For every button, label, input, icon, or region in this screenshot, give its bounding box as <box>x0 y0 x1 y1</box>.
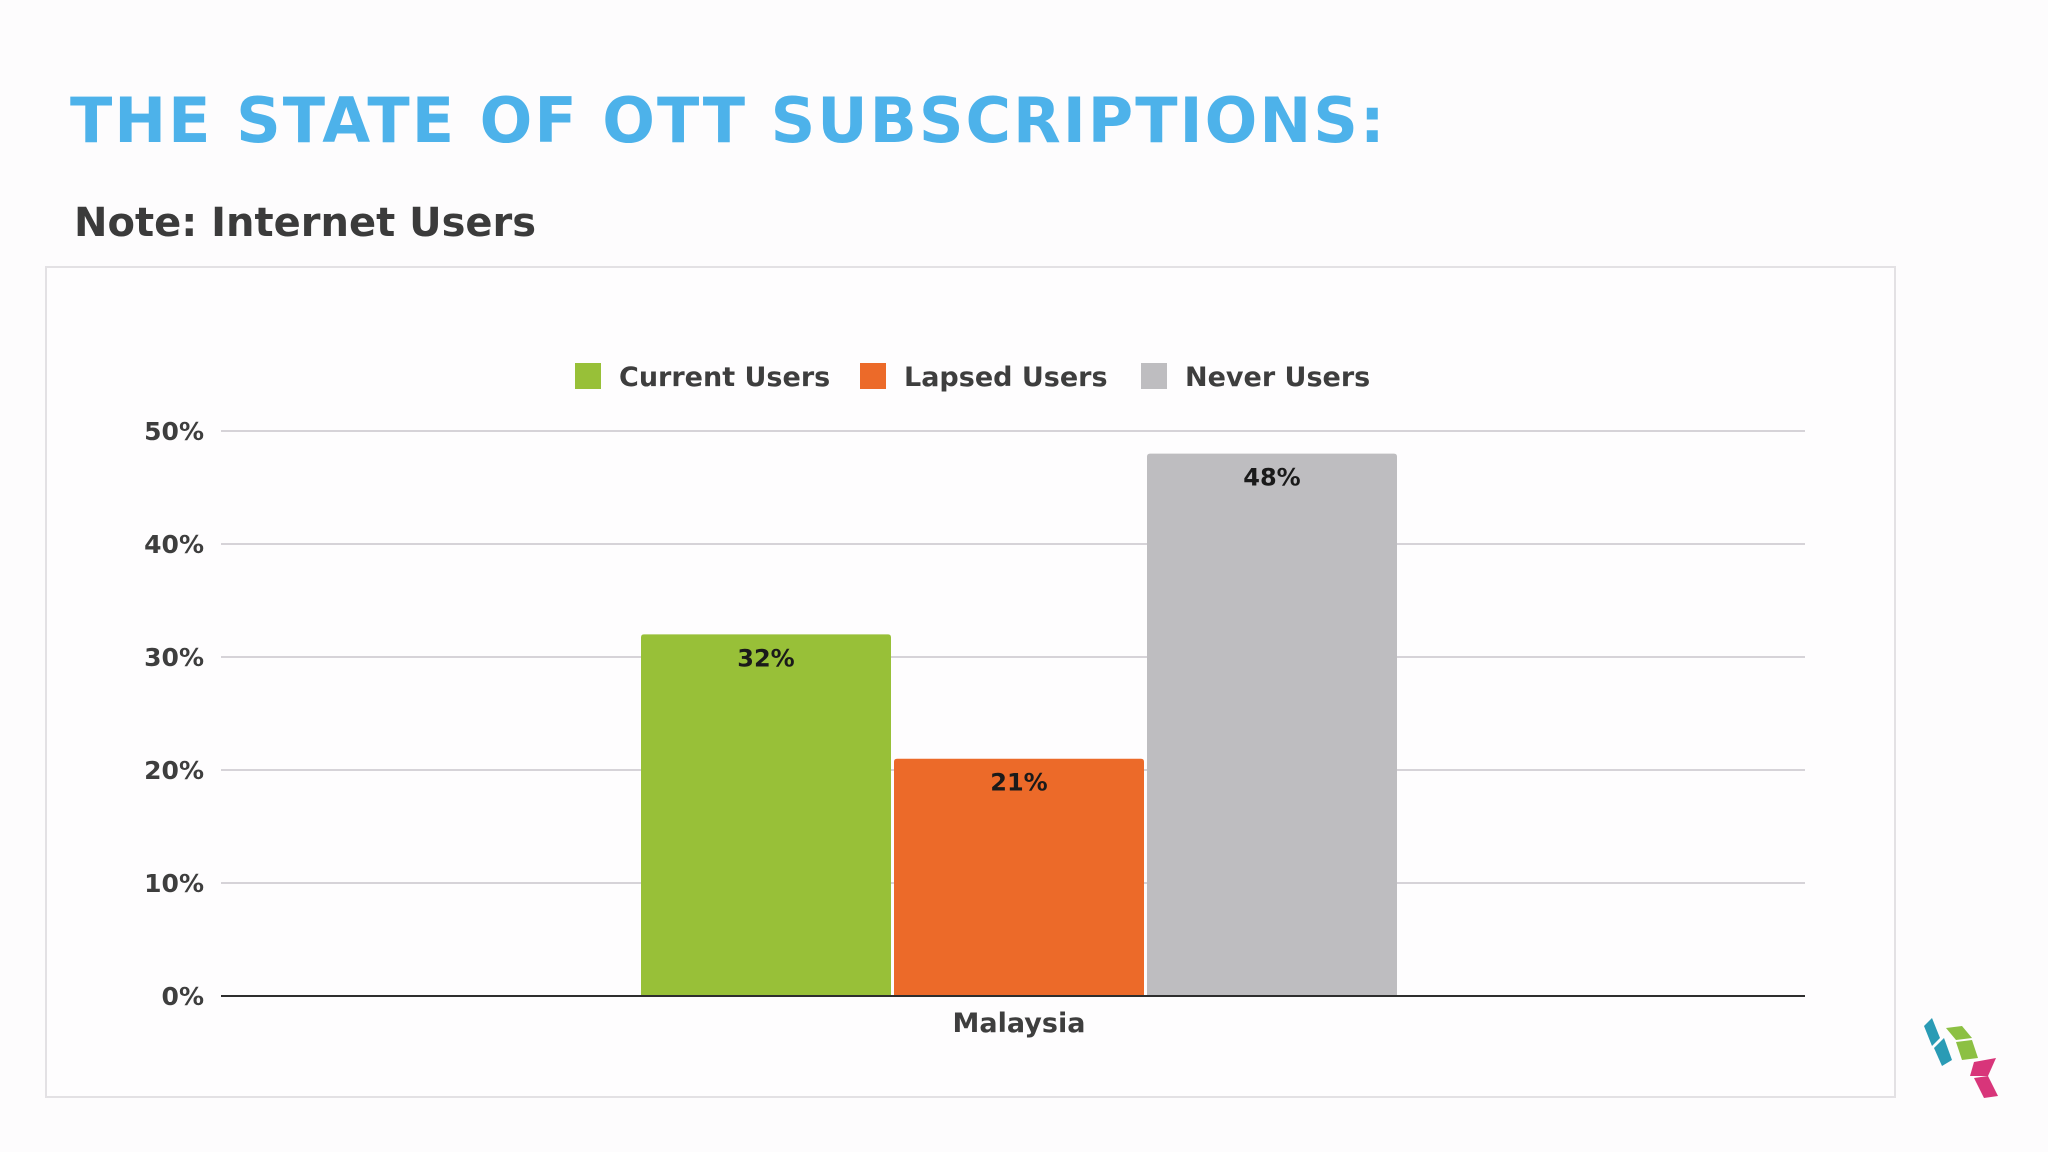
legend-swatch <box>860 363 886 389</box>
y-tick-label: 40% <box>144 530 204 559</box>
y-tick-label: 30% <box>144 643 204 672</box>
bars: 32% 21% 48% <box>641 453 1397 997</box>
cube-logo-icon <box>1924 1018 1998 1098</box>
y-tick-label: 50% <box>144 417 204 446</box>
legend-swatch <box>575 363 601 389</box>
x-category-label: Malaysia <box>953 1008 1086 1039</box>
legend-label: Never Users <box>1185 362 1370 393</box>
chart-frame: 0% 10% 20% 30% 40% 50% 32% 21% 48% Malaysia Cur… <box>45 266 1896 1098</box>
bar-lapsed-users <box>894 758 1144 996</box>
slide-subtitle: Note: Internet Users <box>74 200 537 246</box>
legend-swatch <box>1141 363 1167 389</box>
y-tick-label: 20% <box>144 756 204 785</box>
y-tick-label: 10% <box>144 869 204 898</box>
x-axis: Malaysia <box>221 995 1805 1039</box>
bar-current-users <box>641 634 891 996</box>
data-label: 48% <box>1243 464 1300 492</box>
data-label: 21% <box>990 769 1047 797</box>
legend-label: Lapsed Users <box>904 362 1108 393</box>
gridlines <box>221 430 1805 884</box>
legend-label: Current Users <box>619 362 830 393</box>
bar-never-users <box>1147 453 1397 997</box>
bar-chart: 0% 10% 20% 30% 40% 50% 32% 21% 48% Malaysia Cur… <box>144 362 1805 1039</box>
data-label: 32% <box>737 644 794 672</box>
slide-title: THE STATE OF OTT SUBSCRIPTIONS: <box>70 84 1387 157</box>
y-axis-ticks: 0% 10% 20% 30% 40% 50% <box>144 417 204 1011</box>
legend: Current Users Lapsed Users Never Users <box>575 362 1370 393</box>
y-tick-label: 0% <box>162 982 204 1011</box>
